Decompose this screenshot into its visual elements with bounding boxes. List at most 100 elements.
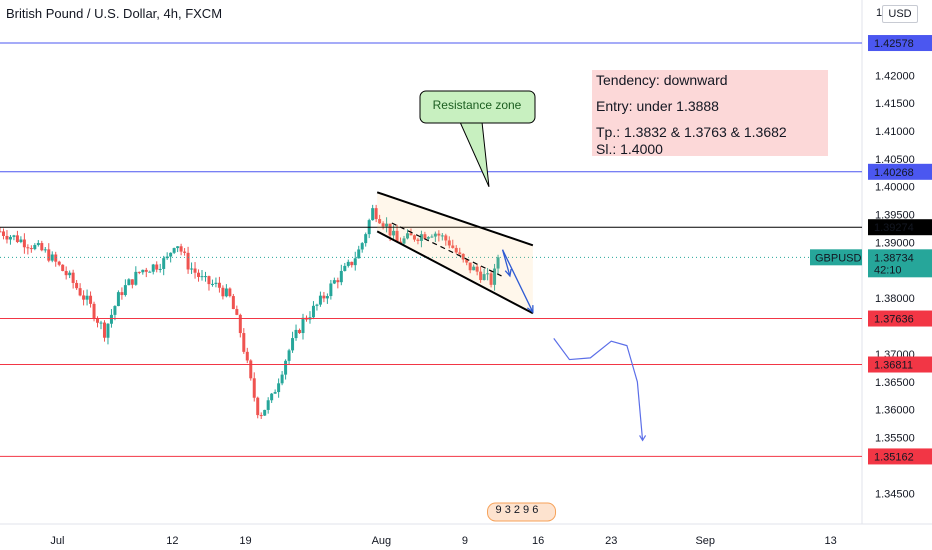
candle-body xyxy=(301,317,305,334)
candle-body xyxy=(475,266,479,272)
candle-body xyxy=(493,268,497,285)
candle-body xyxy=(451,245,455,248)
candle-body xyxy=(437,233,441,236)
candle-body xyxy=(298,329,302,334)
candle-body xyxy=(409,233,413,236)
candle-body xyxy=(325,296,329,299)
candle-body xyxy=(64,270,68,276)
long-arrow-head xyxy=(526,305,534,314)
candle-body xyxy=(371,208,375,221)
candle-body xyxy=(482,274,486,281)
candle-body xyxy=(444,235,448,241)
candle-body xyxy=(190,268,194,270)
level-price-tag-text: 1.37636 xyxy=(874,314,914,326)
candle-body xyxy=(193,268,197,273)
time-tick-label: 19 xyxy=(239,535,251,547)
price-tick-label: 1.40500 xyxy=(875,154,915,166)
resistance-zone-label: Resistance zone xyxy=(432,98,522,112)
candle-body xyxy=(256,397,260,416)
candle-body xyxy=(172,248,176,253)
stop-loss-text: Sl.: 1.4000 xyxy=(596,141,663,157)
level-price-tag xyxy=(868,35,932,52)
level-price-tag xyxy=(868,219,932,236)
candle-body xyxy=(405,233,409,239)
candle-body xyxy=(461,253,465,260)
candle-body xyxy=(284,360,288,375)
candle-body xyxy=(447,240,451,246)
time-tick-label: Sep xyxy=(695,535,715,547)
candle-body xyxy=(92,303,96,319)
candle-body xyxy=(96,318,100,323)
symbol-tag-text: GBPUSD xyxy=(815,252,862,264)
candle-body xyxy=(57,261,61,265)
candle-body xyxy=(102,322,106,338)
candle-body xyxy=(68,272,72,276)
candle-body xyxy=(468,262,472,271)
candle-body xyxy=(329,283,333,297)
candle-body xyxy=(19,239,23,243)
price-tick-label: 1.36000 xyxy=(875,405,915,417)
candle-body xyxy=(116,292,120,307)
entry-text: Entry: under 1.3888 xyxy=(596,98,719,114)
candle-body xyxy=(294,329,298,339)
candle-body xyxy=(472,266,476,271)
candle-body xyxy=(385,223,389,227)
candle-body xyxy=(360,243,364,250)
callout-pointer xyxy=(459,121,490,187)
candle-body xyxy=(287,350,291,361)
level-price-tag xyxy=(868,448,932,465)
candle-body xyxy=(430,236,434,238)
candle-body xyxy=(217,282,221,288)
candle-body xyxy=(176,246,180,249)
candle-body xyxy=(134,271,138,285)
level-price-tag-text: 1.42578 xyxy=(874,38,914,50)
candle-body xyxy=(231,296,235,310)
candle-body xyxy=(350,261,354,266)
candle-body xyxy=(458,252,462,254)
price-tick-label: 1.41000 xyxy=(875,126,915,138)
countdown-text: 42:10 xyxy=(874,264,902,276)
candle-body xyxy=(228,288,232,297)
candle-body xyxy=(311,305,315,318)
candle-body xyxy=(61,264,65,271)
channel-lower-line xyxy=(376,230,534,315)
candle-body xyxy=(465,259,469,263)
candle-body xyxy=(179,246,183,252)
candle-body xyxy=(186,252,190,270)
price-tick-label: 1.39500 xyxy=(875,210,915,222)
time-tick-label: 13 xyxy=(825,535,837,547)
price-tick-label: 1.34500 xyxy=(875,488,915,500)
candle-body xyxy=(197,272,201,277)
channel-fill xyxy=(377,192,533,314)
candle-body xyxy=(1,231,5,236)
candle-body xyxy=(5,235,9,240)
candle-body xyxy=(416,239,420,241)
candle-body xyxy=(78,288,82,296)
level-price-tag xyxy=(868,310,932,327)
candle-body xyxy=(426,237,430,239)
candle-body xyxy=(346,261,350,266)
level-price-tag xyxy=(868,163,932,180)
level-price-tag-text: 1.36811 xyxy=(874,360,913,372)
symbol-tag xyxy=(810,249,862,266)
candle-body xyxy=(43,249,47,251)
currency-badge[interactable]: USD xyxy=(882,5,918,23)
candle-body xyxy=(433,233,437,237)
candle-body xyxy=(99,322,103,324)
price-tick-label: 1.41500 xyxy=(875,98,915,110)
level-price-tag-text: 1.35162 xyxy=(874,451,914,463)
candle-body xyxy=(357,249,361,259)
time-tick-label: 16 xyxy=(532,535,544,547)
short-arrow xyxy=(501,249,511,277)
candle-body xyxy=(221,287,225,297)
channel-upper-line xyxy=(376,191,534,247)
candle-body xyxy=(486,273,490,275)
candle-body xyxy=(123,285,127,296)
candle-body xyxy=(33,245,37,250)
candle-body xyxy=(120,292,124,296)
chart-title: British Pound / U.S. Dollar, 4h, FXCM xyxy=(6,6,223,21)
current-price-tag xyxy=(868,249,932,278)
candle-body xyxy=(8,236,12,240)
candle-body xyxy=(242,333,246,352)
